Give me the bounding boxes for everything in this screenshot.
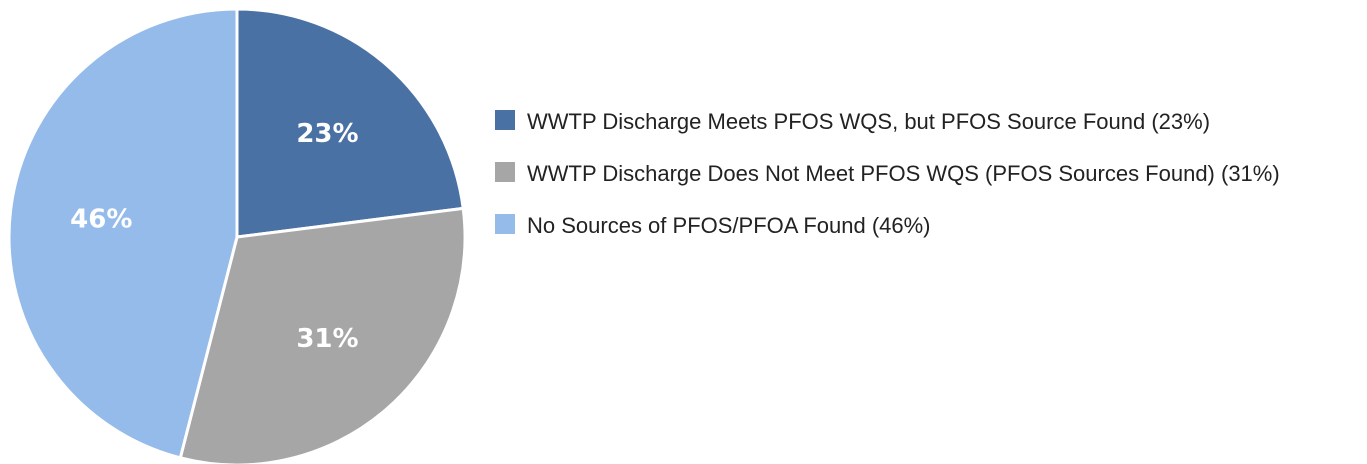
legend-swatch	[495, 110, 515, 130]
legend-entry: No Sources of PFOS/PFOA Found (46%)	[495, 210, 1360, 242]
legend-swatch	[495, 162, 515, 182]
pie-slice	[7, 7, 239, 460]
legend-entry: WWTP Discharge Meets PFOS WQS, but PFOS …	[495, 106, 1360, 138]
legend: WWTP Discharge Meets PFOS WQS, but PFOS …	[495, 106, 1360, 262]
pie-slice	[178, 206, 467, 464]
slice-label: 31%	[296, 324, 358, 354]
legend-label: WWTP Discharge Does Not Meet PFOS WQS (P…	[527, 161, 1280, 186]
slice-label: 46%	[70, 204, 132, 234]
legend-label: WWTP Discharge Meets PFOS WQS, but PFOS …	[527, 109, 1211, 134]
legend-swatch	[495, 214, 515, 234]
legend-entry: WWTP Discharge Does Not Meet PFOS WQS (P…	[495, 158, 1360, 190]
pie-chart: 23% 31% 46%	[7, 7, 467, 464]
legend-label: No Sources of PFOS/PFOA Found (46%)	[527, 213, 931, 238]
slice-label: 23%	[296, 119, 358, 149]
pie-slice	[235, 7, 465, 239]
